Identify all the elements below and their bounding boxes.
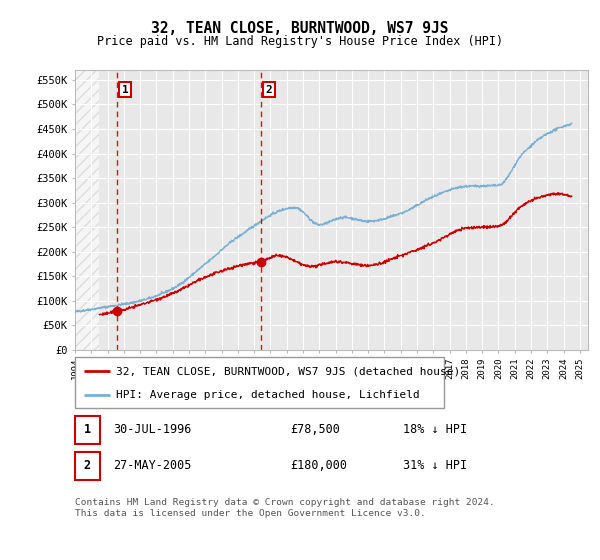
Text: 18% ↓ HPI: 18% ↓ HPI (403, 423, 467, 436)
FancyBboxPatch shape (75, 416, 100, 444)
Text: Price paid vs. HM Land Registry's House Price Index (HPI): Price paid vs. HM Land Registry's House … (97, 35, 503, 48)
Bar (75, 70, 100, 350)
Text: 2: 2 (84, 459, 91, 472)
Text: 1: 1 (84, 423, 91, 436)
Text: HPI: Average price, detached house, Lichfield: HPI: Average price, detached house, Lich… (116, 390, 419, 400)
Text: 32, TEAN CLOSE, BURNTWOOD, WS7 9JS (detached house): 32, TEAN CLOSE, BURNTWOOD, WS7 9JS (deta… (116, 366, 460, 376)
Text: 2: 2 (266, 85, 272, 95)
Text: 27-MAY-2005: 27-MAY-2005 (113, 459, 192, 472)
Text: Contains HM Land Registry data © Crown copyright and database right 2024.
This d: Contains HM Land Registry data © Crown c… (75, 498, 495, 518)
FancyBboxPatch shape (75, 357, 444, 408)
Text: £78,500: £78,500 (290, 423, 340, 436)
FancyBboxPatch shape (75, 452, 100, 480)
Text: £180,000: £180,000 (290, 459, 347, 472)
Text: 30-JUL-1996: 30-JUL-1996 (113, 423, 192, 436)
Text: 32, TEAN CLOSE, BURNTWOOD, WS7 9JS: 32, TEAN CLOSE, BURNTWOOD, WS7 9JS (151, 21, 449, 36)
Text: 1: 1 (122, 85, 128, 95)
Text: 31% ↓ HPI: 31% ↓ HPI (403, 459, 467, 472)
